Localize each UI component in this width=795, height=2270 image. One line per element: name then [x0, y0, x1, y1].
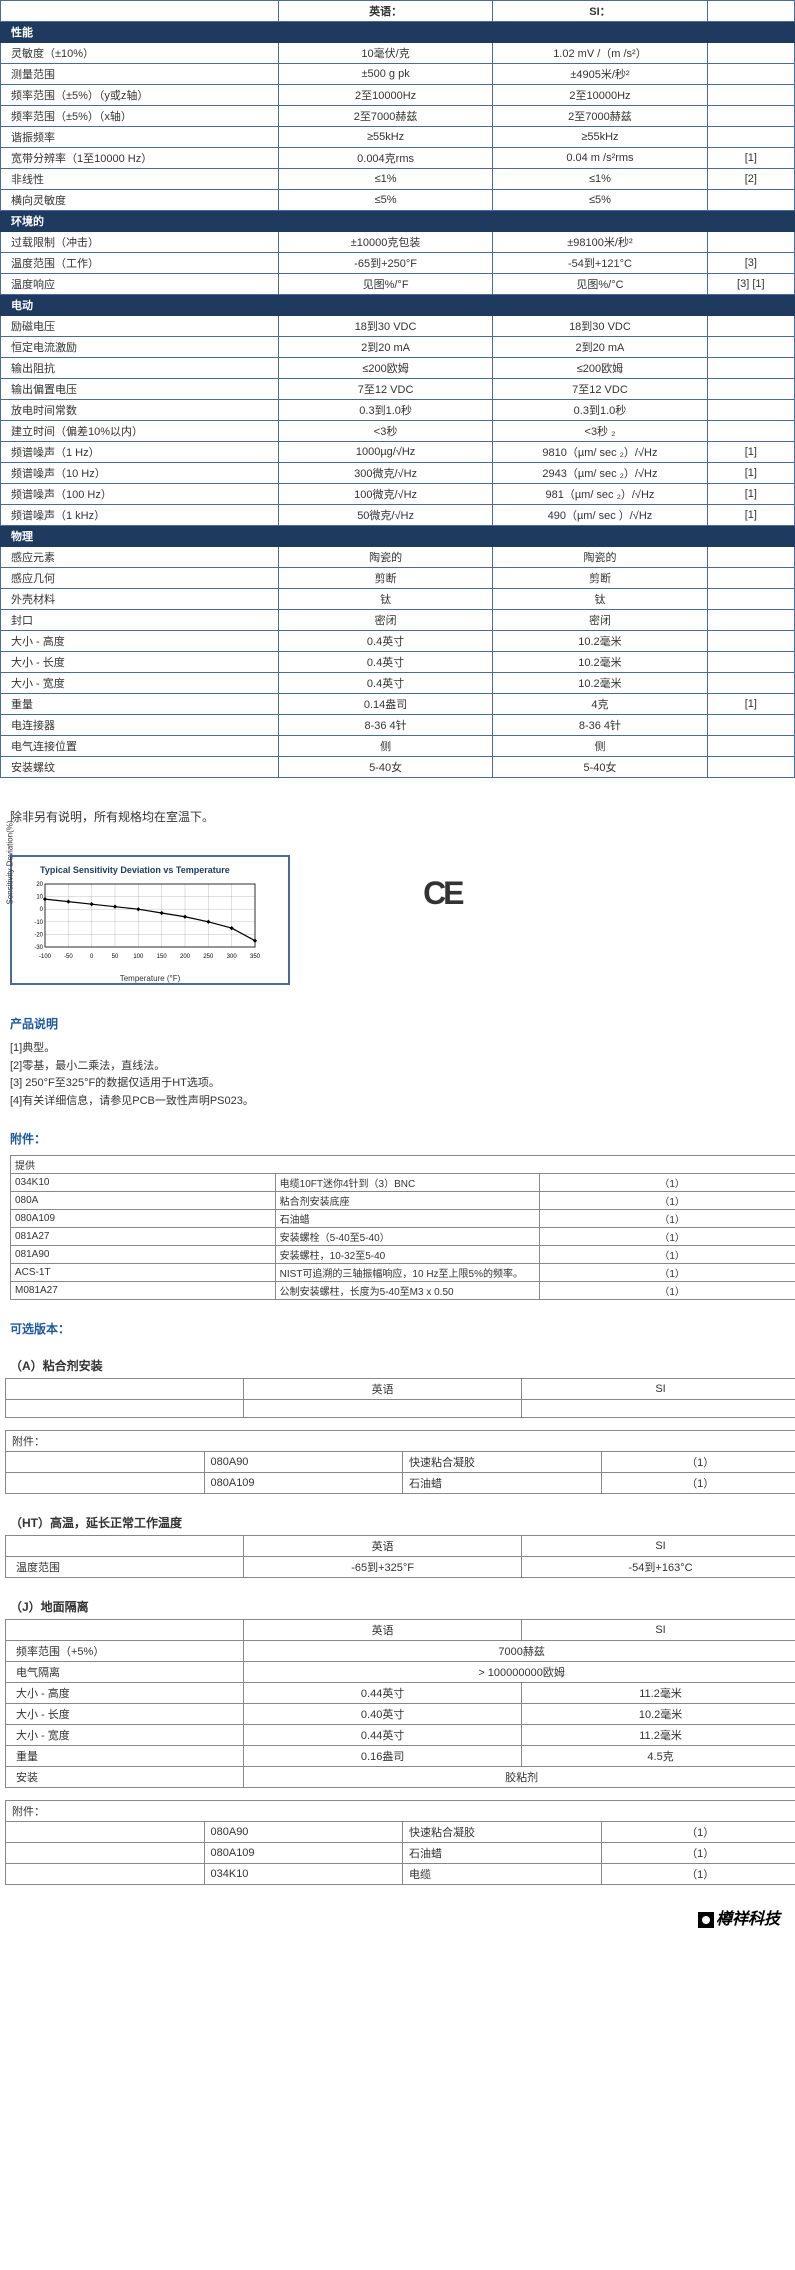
svg-text:150: 150 — [157, 954, 168, 960]
svg-text:-100: -100 — [39, 954, 52, 960]
svg-text:250: 250 — [203, 954, 214, 960]
svg-text:100: 100 — [133, 954, 144, 960]
sensitivity-chart: Typical Sensitivity Deviation vs Tempera… — [10, 855, 290, 985]
spec-row: 电连接器8-36 4针8-36 4针 — [1, 715, 795, 736]
svg-text:200: 200 — [180, 954, 191, 960]
spec-row: 输出阻抗≤200欧姆≤200欧姆 — [1, 358, 795, 379]
svg-text:-50: -50 — [64, 954, 73, 960]
chart-svg: -100-50050100150200250300350-30-20-10010… — [20, 879, 260, 969]
acc-row: M081A27公制安装螺柱，长度为5-40至M3 x 0.50（1） — [11, 1282, 795, 1300]
acc-title: 附件： — [10, 1130, 785, 1147]
spec-row: 宽带分辨率（1至10000 Hz）0.004克rms0.04 m /s²rms[… — [1, 148, 795, 169]
spec-row: 建立时间（偏差10%以内）<3秒<3秒 ₂ — [1, 421, 795, 442]
opt-ht-table: 英语SI温度范围-65到+325°F-54到+163°C — [5, 1535, 795, 1578]
opt-j-table: 英语SI频率范围（+5%）7000赫兹电气隔离> 100000000欧姆大小 -… — [5, 1619, 795, 1788]
spec-row: 频率范围（±5%）（y或z轴）2至10000Hz2至10000Hz — [1, 85, 795, 106]
spec-row: 灵敏度（±10%）10毫伏/克1.02 mV /（m /s²） — [1, 43, 795, 64]
spec-row: 频谱噪声（1 Hz）1000µg/√Hz9810（µm/ sec ₂）/√Hz[… — [1, 442, 795, 463]
spec-row: 感应几何剪断剪断 — [1, 568, 795, 589]
opt-a-title: （A）粘合剂安装 — [10, 1357, 785, 1374]
ce-mark: CE — [423, 875, 461, 912]
logo-text: 樽祥科技 — [716, 1911, 780, 1928]
acc-row: 081A90安装螺柱，10-32至5-40（1） — [11, 1246, 795, 1264]
svg-text:-20: -20 — [34, 932, 43, 938]
spec-row: 谐振频率≥55kHz≥55kHz — [1, 127, 795, 148]
section-header: 物理 — [1, 526, 795, 547]
acc-row: 081A27安装螺栓（5-40至5-40）（1） — [11, 1228, 795, 1246]
spec-row: 过载限制（冲击）±10000克包装±98100米/秒² — [1, 232, 795, 253]
spec-row: 频谱噪声（100 Hz）100微克/√Hz981（µm/ sec ₂）/√Hz[… — [1, 484, 795, 505]
logo: 樽祥科技 — [0, 1885, 795, 1939]
opt-a-acc: 附件：080A90快速粘合凝胶（1）080A109石油蜡（1） — [5, 1430, 795, 1494]
spec-row: 重量0.14盎司4克[1] — [1, 694, 795, 715]
svg-text:0: 0 — [40, 907, 44, 913]
section-header: 性能 — [1, 22, 795, 43]
acc-row: ACS-1TNIST可追溯的三轴振幅响应，10 Hz至上限5%的频率。（1） — [11, 1264, 795, 1282]
chart-ylabel: Sensitivity Deviation(%) — [6, 820, 15, 904]
spec-row: 封口密闭密闭 — [1, 610, 795, 631]
spec-row: 放电时间常数0.3到1.0秒0.3到1.0秒 — [1, 400, 795, 421]
spec-row: 大小 - 长度0.4英寸10.2毫米 — [1, 652, 795, 673]
opt-j-acc: 附件：080A90快速粘合凝胶（1）080A109石油蜡（1）034K10电缆（… — [5, 1800, 795, 1885]
svg-text:-10: -10 — [34, 920, 43, 926]
logo-icon — [698, 1912, 714, 1928]
spec-row: 安装螺纹5-40女5-40女 — [1, 757, 795, 778]
spec-row: 励磁电压18到30 VDC18到30 VDC — [1, 316, 795, 337]
svg-text:-30: -30 — [34, 945, 43, 951]
desc-title: 产品说明 — [10, 1015, 785, 1032]
spec-row: 横向灵敏度≤5%≤5% — [1, 190, 795, 211]
svg-text:300: 300 — [227, 954, 238, 960]
opt-ht-title: （HT）高温，延长正常工作温度 — [10, 1514, 785, 1531]
spec-row: 大小 - 高度0.4英寸10.2毫米 — [1, 631, 795, 652]
svg-text:20: 20 — [36, 882, 43, 888]
spec-row: 频谱噪声（1 kHz）50微克/√Hz490（µm/ sec ）/√Hz[1] — [1, 505, 795, 526]
accessories-table: 提供034K10电缆10FT迷你4针到（3）BNC（1）080A粘合剂安装底座（… — [10, 1155, 795, 1300]
chart-xlabel: Temperature (°F) — [20, 974, 280, 983]
chart-title: Typical Sensitivity Deviation vs Tempera… — [40, 865, 280, 875]
spec-row: 外壳材料钛钛 — [1, 589, 795, 610]
opt-a-table: 英语SI — [5, 1378, 795, 1418]
spec-row: 频率范围（±5%）（x轴）2至7000赫兹2至7000赫兹 — [1, 106, 795, 127]
svg-text:50: 50 — [112, 954, 119, 960]
spec-row: 温度范围（工作）-65到+250°F-54到+121°C[3] — [1, 253, 795, 274]
room-temp-note: 除非另有说明，所有规格均在室温下。 — [10, 808, 785, 825]
spec-row: 输出偏置电压7至12 VDC7至12 VDC — [1, 379, 795, 400]
spec-row: 大小 - 宽度0.4英寸10.2毫米 — [1, 673, 795, 694]
spec-row: 感应元素陶瓷的陶瓷的 — [1, 547, 795, 568]
spec-row: 频谱噪声（10 Hz）300微克/√Hz2943（µm/ sec ₂）/√Hz[… — [1, 463, 795, 484]
acc-row: 080A109石油蜡（1） — [11, 1210, 795, 1228]
section-header: 环境的 — [1, 211, 795, 232]
acc-row: 034K10电缆10FT迷你4针到（3）BNC（1） — [11, 1174, 795, 1192]
spec-row: 恒定电流激励2到20 mA2到20 mA — [1, 337, 795, 358]
svg-text:350: 350 — [250, 954, 260, 960]
desc-lines: [1]典型。[2]零基，最小二乘法，直线法。[3] 250°F至325°F的数据… — [10, 1040, 785, 1110]
svg-text:0: 0 — [90, 954, 94, 960]
spec-row: 非线性≤1%≤1%[2] — [1, 169, 795, 190]
svg-text:10: 10 — [36, 895, 43, 901]
spec-table: 英语：SI：性能灵敏度（±10%）10毫伏/克1.02 mV /（m /s²）测… — [0, 0, 795, 778]
acc-row: 080A粘合剂安装底座（1） — [11, 1192, 795, 1210]
spec-row: 温度响应见图%/°F见图%/°C[3] [1] — [1, 274, 795, 295]
section-header: 电动 — [1, 295, 795, 316]
spec-row: 测量范围±500 g pk±4905米/秒² — [1, 64, 795, 85]
opt-title: 可选版本： — [10, 1320, 785, 1337]
spec-row: 电气连接位置侧侧 — [1, 736, 795, 757]
opt-j-title: （J）地面隔离 — [10, 1598, 785, 1615]
